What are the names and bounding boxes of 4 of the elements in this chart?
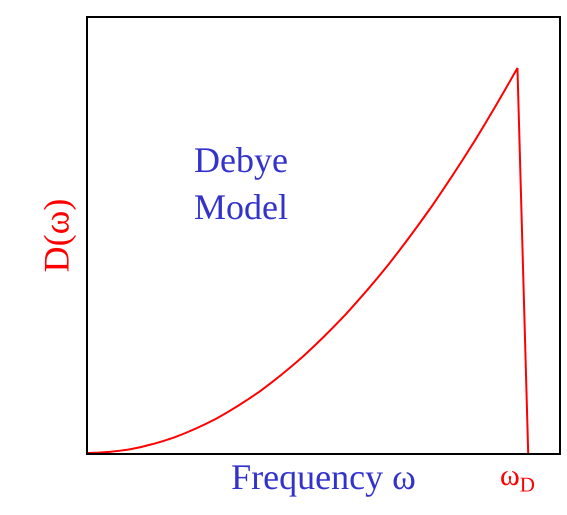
annotation: Debye Model — [194, 140, 288, 227]
y-axis-title: D(ω) — [36, 198, 76, 272]
text: ω$_{D}$ — [500, 459, 535, 496]
x-axis-title: Frequency ω — [231, 457, 416, 498]
